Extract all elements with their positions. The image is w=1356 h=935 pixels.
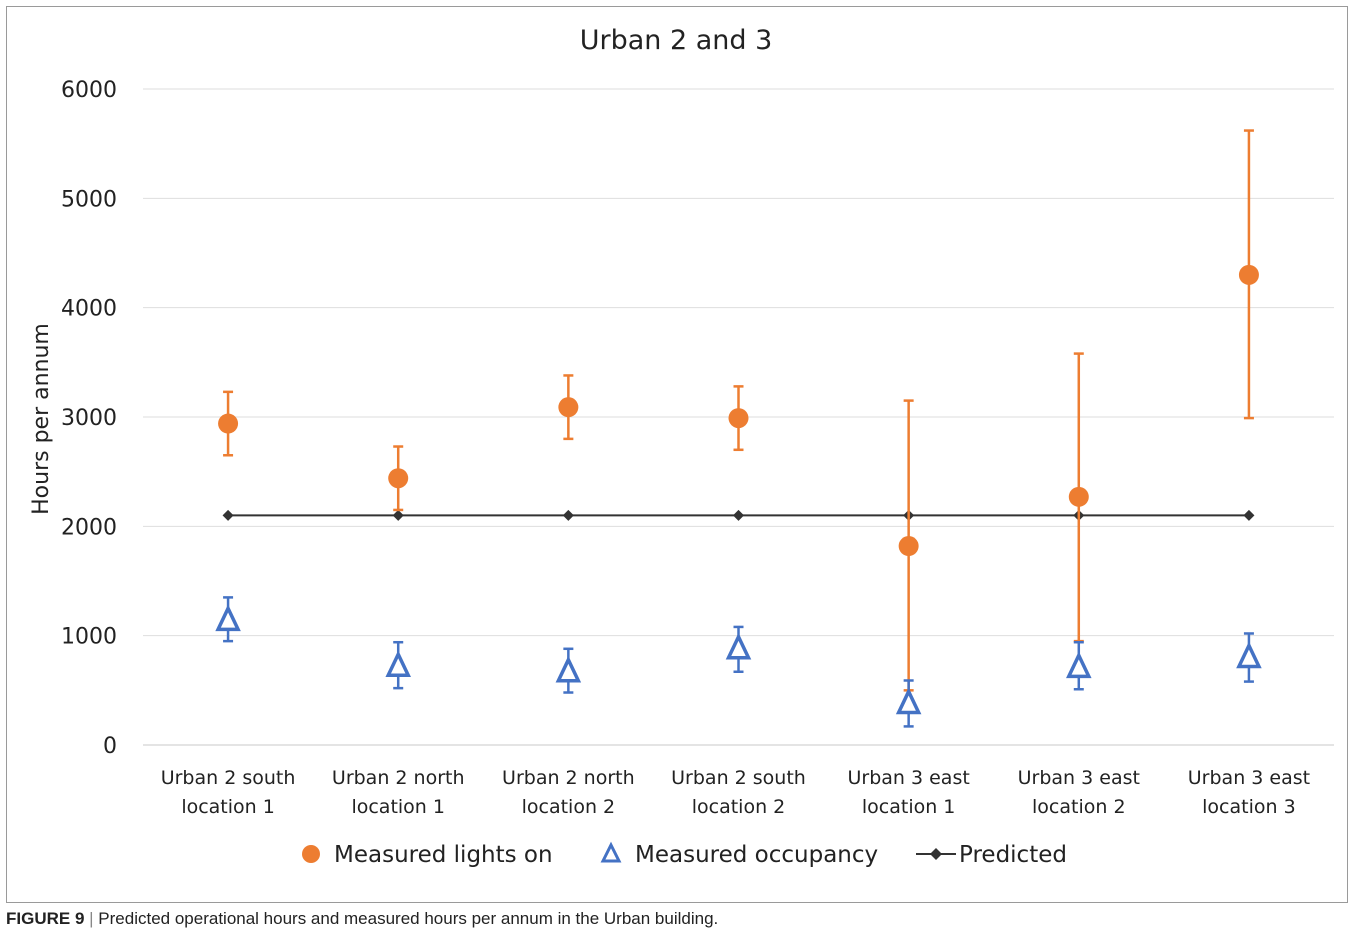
x-tick-line-3-1: Urban 2 north (502, 767, 635, 789)
x-tick-label-1: Urban 2 south location 1 (161, 767, 296, 818)
x-tick-line-4-2: location 2 (692, 796, 786, 818)
grid-layer (143, 88, 1334, 746)
y-tick-label-2000: 2000 (61, 515, 117, 540)
y-tick-label-5000: 5000 (61, 187, 117, 212)
lights-on-point-3 (558, 397, 579, 418)
lights-on-point-7 (1238, 264, 1259, 285)
y-tick-labels: 0 1000 2000 3000 4000 5000 6000 (61, 78, 117, 759)
x-tick-line-5-1: Urban 3 east (847, 767, 969, 789)
x-tick-line-1-1: Urban 2 south (161, 767, 296, 789)
predicted-series (222, 509, 1255, 521)
chart-title: Urban 2 and 3 (580, 25, 773, 56)
x-tick-label-6: Urban 3 east location 2 (1018, 767, 1140, 818)
y-tick-label-0: 0 (103, 734, 117, 759)
x-tick-line-3-2: location 2 (522, 796, 616, 818)
lights-on-point-2 (388, 468, 409, 489)
occupancy-point-1 (215, 604, 241, 632)
predicted-marker-2 (392, 509, 404, 521)
figure-caption: FIGURE 9 | Predicted operational hours a… (6, 909, 718, 929)
x-tick-label-3: Urban 2 north location 2 (502, 767, 635, 818)
y-tick-label-4000: 4000 (61, 297, 117, 322)
occupancy-point-2 (385, 650, 411, 678)
x-tick-line-5-2: location 1 (862, 796, 956, 818)
x-tick-line-7-2: location 3 (1202, 796, 1296, 818)
chart-svg: 0 1000 2000 3000 4000 5000 6000 Urban 2 south l… (29, 25, 1334, 868)
legend-lights-on-marker (302, 845, 320, 863)
figure-label: FIGURE 9 (6, 909, 85, 928)
y-tick-label-1000: 1000 (61, 625, 117, 650)
predicted-marker-3 (562, 509, 574, 521)
x-tick-labels: Urban 2 south location 1 Urban 2 north loca… (161, 767, 1310, 818)
caption-text: Predicted operational hours and measured… (98, 909, 719, 928)
occupancy-point-3 (555, 655, 582, 683)
occupancy-point-7 (1236, 641, 1262, 669)
x-tick-label-2: Urban 2 north location 1 (332, 767, 465, 818)
x-tick-line-1-2: location 1 (181, 796, 275, 818)
y-axis-label: Hours per annum (29, 323, 54, 515)
x-tick-line-6-2: location 2 (1032, 796, 1126, 818)
legend-occupancy-marker (600, 841, 622, 863)
chart-frame: 0 1000 2000 3000 4000 5000 6000 Urban 2 south l… (6, 6, 1348, 903)
x-tick-label-4: Urban 2 south location 2 (671, 767, 806, 818)
lights-on-point-5 (898, 536, 919, 557)
legend-predicted-label: Predicted (959, 842, 1067, 868)
x-tick-line-7-1: Urban 3 east (1188, 767, 1310, 789)
data-markers (215, 264, 1262, 715)
x-tick-label-5: Urban 3 east location 1 (847, 767, 969, 818)
x-tick-line-2-2: location 1 (351, 796, 445, 818)
occupancy-point-4 (725, 632, 752, 660)
y-tick-label-3000: 3000 (61, 406, 117, 431)
lights-on-point-4 (728, 408, 749, 429)
legend-lights-on-label: Measured lights on (334, 842, 553, 868)
lights-on-point-1 (218, 413, 239, 434)
x-tick-line-2-1: Urban 2 north (332, 767, 465, 789)
caption-separator: | (89, 909, 94, 928)
x-tick-line-4-1: Urban 2 south (671, 767, 806, 789)
legend-occupancy-label: Measured occupancy (635, 842, 878, 868)
x-tick-label-7: Urban 3 east location 3 (1188, 767, 1310, 818)
legend-predicted-marker (930, 848, 942, 860)
legend: Measured lights on Measured occupancy Pred… (302, 841, 1067, 868)
x-tick-line-6-1: Urban 3 east (1018, 767, 1140, 789)
y-tick-label-6000: 6000 (61, 78, 117, 103)
lights-on-point-6 (1068, 486, 1089, 507)
predicted-marker-4 (733, 509, 744, 521)
occupancy-point-6 (1066, 651, 1092, 679)
predicted-marker-1 (222, 509, 234, 521)
predicted-marker-7 (1243, 509, 1255, 521)
occupancy-point-5 (895, 687, 922, 715)
